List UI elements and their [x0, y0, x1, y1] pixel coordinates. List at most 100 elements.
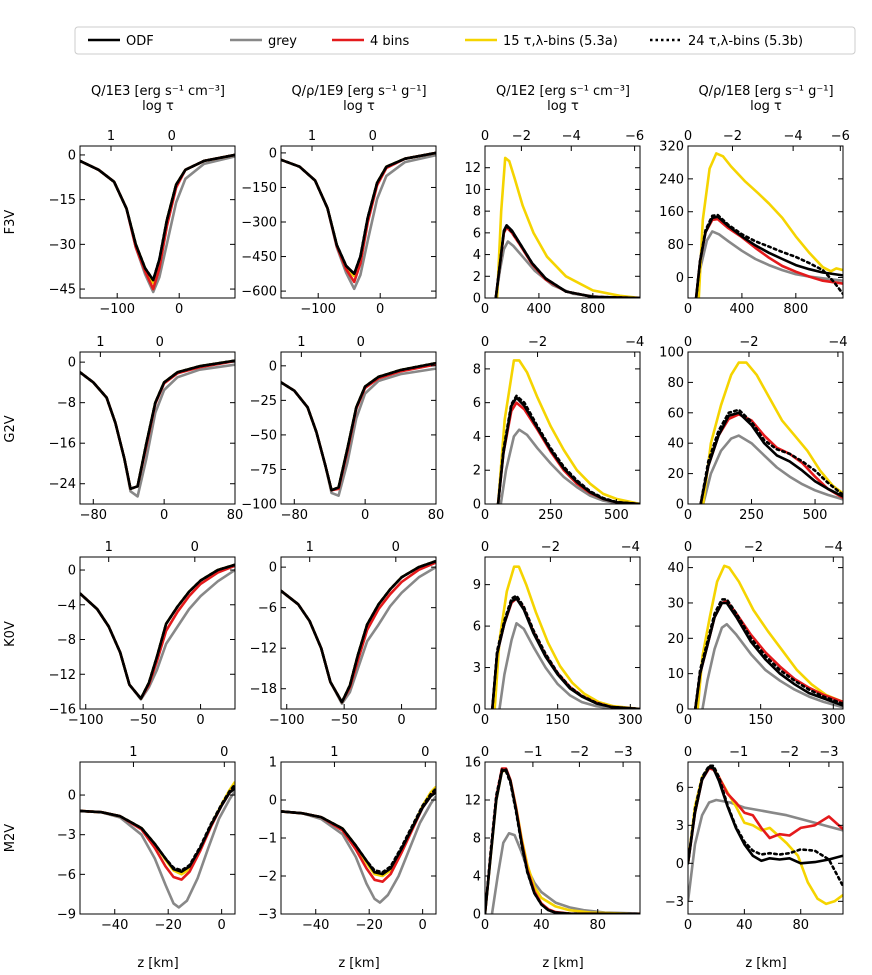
- y-tick-label: 8: [473, 832, 481, 847]
- x-tick-label: 0: [481, 302, 489, 317]
- y-tick-label: 0: [473, 703, 481, 718]
- x-tick-label: 0: [481, 918, 489, 933]
- panels: −100 00−15−30−451 0−100 00−150−300−450−6001…: [49, 129, 850, 933]
- y-tick-label: 12: [464, 794, 481, 809]
- panel-3-2: −100 −50 0 0 −6 −12 −18 1 0: [250, 540, 437, 728]
- tau-tick-label: 0: [481, 745, 489, 760]
- panel-frame: [280, 556, 437, 710]
- column-subtitle-1: log τ: [142, 99, 174, 114]
- series-odf-line: [699, 411, 843, 504]
- series-bins24-line: [694, 598, 843, 709]
- tau-tick-label: −4: [625, 335, 644, 350]
- y-tick-label: 1: [269, 756, 277, 771]
- y-tick-label: 4: [473, 248, 481, 263]
- y-tick-label: −300: [241, 216, 277, 231]
- x-tick-label: 800: [580, 302, 605, 317]
- x-tick-label: −50: [129, 713, 156, 728]
- tau-tick-label: −2: [739, 335, 758, 350]
- series-grey-line: [701, 622, 843, 709]
- panel-3-3: 0 150 300 0 3 6 9 0 −2 −4: [473, 540, 643, 728]
- x-tick-label: 0: [684, 918, 692, 933]
- column-subtitle-4: log τ: [750, 99, 782, 114]
- y-tick-label: 320: [659, 140, 684, 155]
- series-group: [281, 361, 436, 497]
- y-tick-label: −16: [49, 437, 76, 452]
- column-subtitle-3: log τ: [547, 99, 579, 114]
- x-tick-label: 250: [538, 508, 563, 523]
- y-tick-label: −24: [49, 477, 76, 492]
- column-title-2: Q/ρ/1E9 [erg s⁻¹ g⁻¹]: [291, 84, 426, 99]
- y-tick-label: −3: [665, 895, 684, 910]
- y-tick-label: 0: [676, 857, 684, 872]
- x-tick-label: −40: [302, 918, 329, 933]
- tau-tick-label: 0: [684, 129, 692, 144]
- x-axis-label-2: z [km]: [338, 956, 379, 971]
- panel-frame: [687, 761, 844, 915]
- x-tick-label: 400: [526, 302, 551, 317]
- tau-tick-label: 1: [297, 335, 305, 350]
- series-bins24-line: [80, 783, 235, 872]
- x-tick-label: 40: [533, 918, 550, 933]
- series-group: [491, 565, 640, 709]
- y-tick-label: 20: [667, 467, 684, 482]
- x-tick-label: 0: [481, 713, 489, 728]
- series-bins15-line: [495, 156, 640, 298]
- y-tick-label: −16: [49, 703, 76, 718]
- y-tick-label: −15: [49, 193, 76, 208]
- y-tick-label: 8: [473, 205, 481, 220]
- y-tick-label: 0: [269, 794, 277, 809]
- y-tick-label: 6: [676, 781, 684, 796]
- x-tick-label: 0: [217, 918, 225, 933]
- column-titles: Q/1E3 [erg s⁻¹ cm⁻³] log τ Q/ρ/1E9 [erg …: [91, 84, 834, 114]
- y-tick-label: 0: [68, 564, 76, 579]
- series-bins24-line: [80, 153, 235, 282]
- series-bins24-line: [281, 361, 436, 492]
- tau-tick-label: −4: [784, 129, 803, 144]
- series-group: [80, 781, 235, 909]
- legend-odf-label: ODF: [126, 34, 154, 49]
- x-tick-label: 80: [428, 508, 445, 523]
- tau-tick-label: 1: [96, 335, 104, 350]
- x-tick-label: 80: [589, 918, 606, 933]
- tau-tick-label: 0: [369, 129, 377, 144]
- x-tick-label: −20: [355, 918, 382, 933]
- tau-tick-label: 0: [684, 745, 692, 760]
- y-tick-label: −25: [250, 394, 277, 409]
- series-bins15-line: [697, 152, 843, 298]
- y-tick-label: 6: [473, 620, 481, 635]
- y-tick-label: 6: [473, 226, 481, 241]
- panel-frame: [484, 556, 641, 710]
- y-tick-label: 0: [269, 146, 277, 161]
- column-title-4: Q/ρ/1E8 [erg s⁻¹ g⁻¹]: [698, 84, 833, 99]
- series-bins24-line: [494, 225, 640, 298]
- x-tick-label: 300: [821, 713, 846, 728]
- series-odf-line: [694, 601, 843, 709]
- tau-tick-label: −2: [541, 540, 560, 555]
- panel-1-2: −100 0 0 −150 −300 −450 −600 1 0: [241, 129, 437, 317]
- y-tick-label: 6: [473, 396, 481, 411]
- y-tick-label: 3: [473, 661, 481, 676]
- y-tick-label: 0: [473, 292, 481, 307]
- series-group: [80, 359, 235, 498]
- series-group: [281, 785, 436, 904]
- y-tick-label: 0: [473, 498, 481, 513]
- y-tick-label: 8: [473, 362, 481, 377]
- series-bins24-line: [699, 408, 843, 504]
- tau-tick-label: −3: [819, 745, 838, 760]
- tau-tick-label: 0: [684, 335, 692, 350]
- x-tick-label: 80: [227, 508, 244, 523]
- series-bins24-line: [496, 394, 640, 504]
- tau-tick-label: 0: [481, 540, 489, 555]
- x-tick-label: 400: [729, 302, 754, 317]
- series-group: [694, 152, 843, 298]
- x-tick-label: −100: [300, 302, 336, 317]
- tau-tick-label: −6: [831, 129, 850, 144]
- series-group: [694, 564, 843, 709]
- y-tick-label: −18: [250, 682, 277, 697]
- y-tick-label: 2: [473, 270, 481, 285]
- y-tick-label: 240: [659, 172, 684, 187]
- x-tick-label: −40: [101, 918, 128, 933]
- y-tick-label: 40: [667, 437, 684, 452]
- tau-tick-label: −2: [780, 745, 799, 760]
